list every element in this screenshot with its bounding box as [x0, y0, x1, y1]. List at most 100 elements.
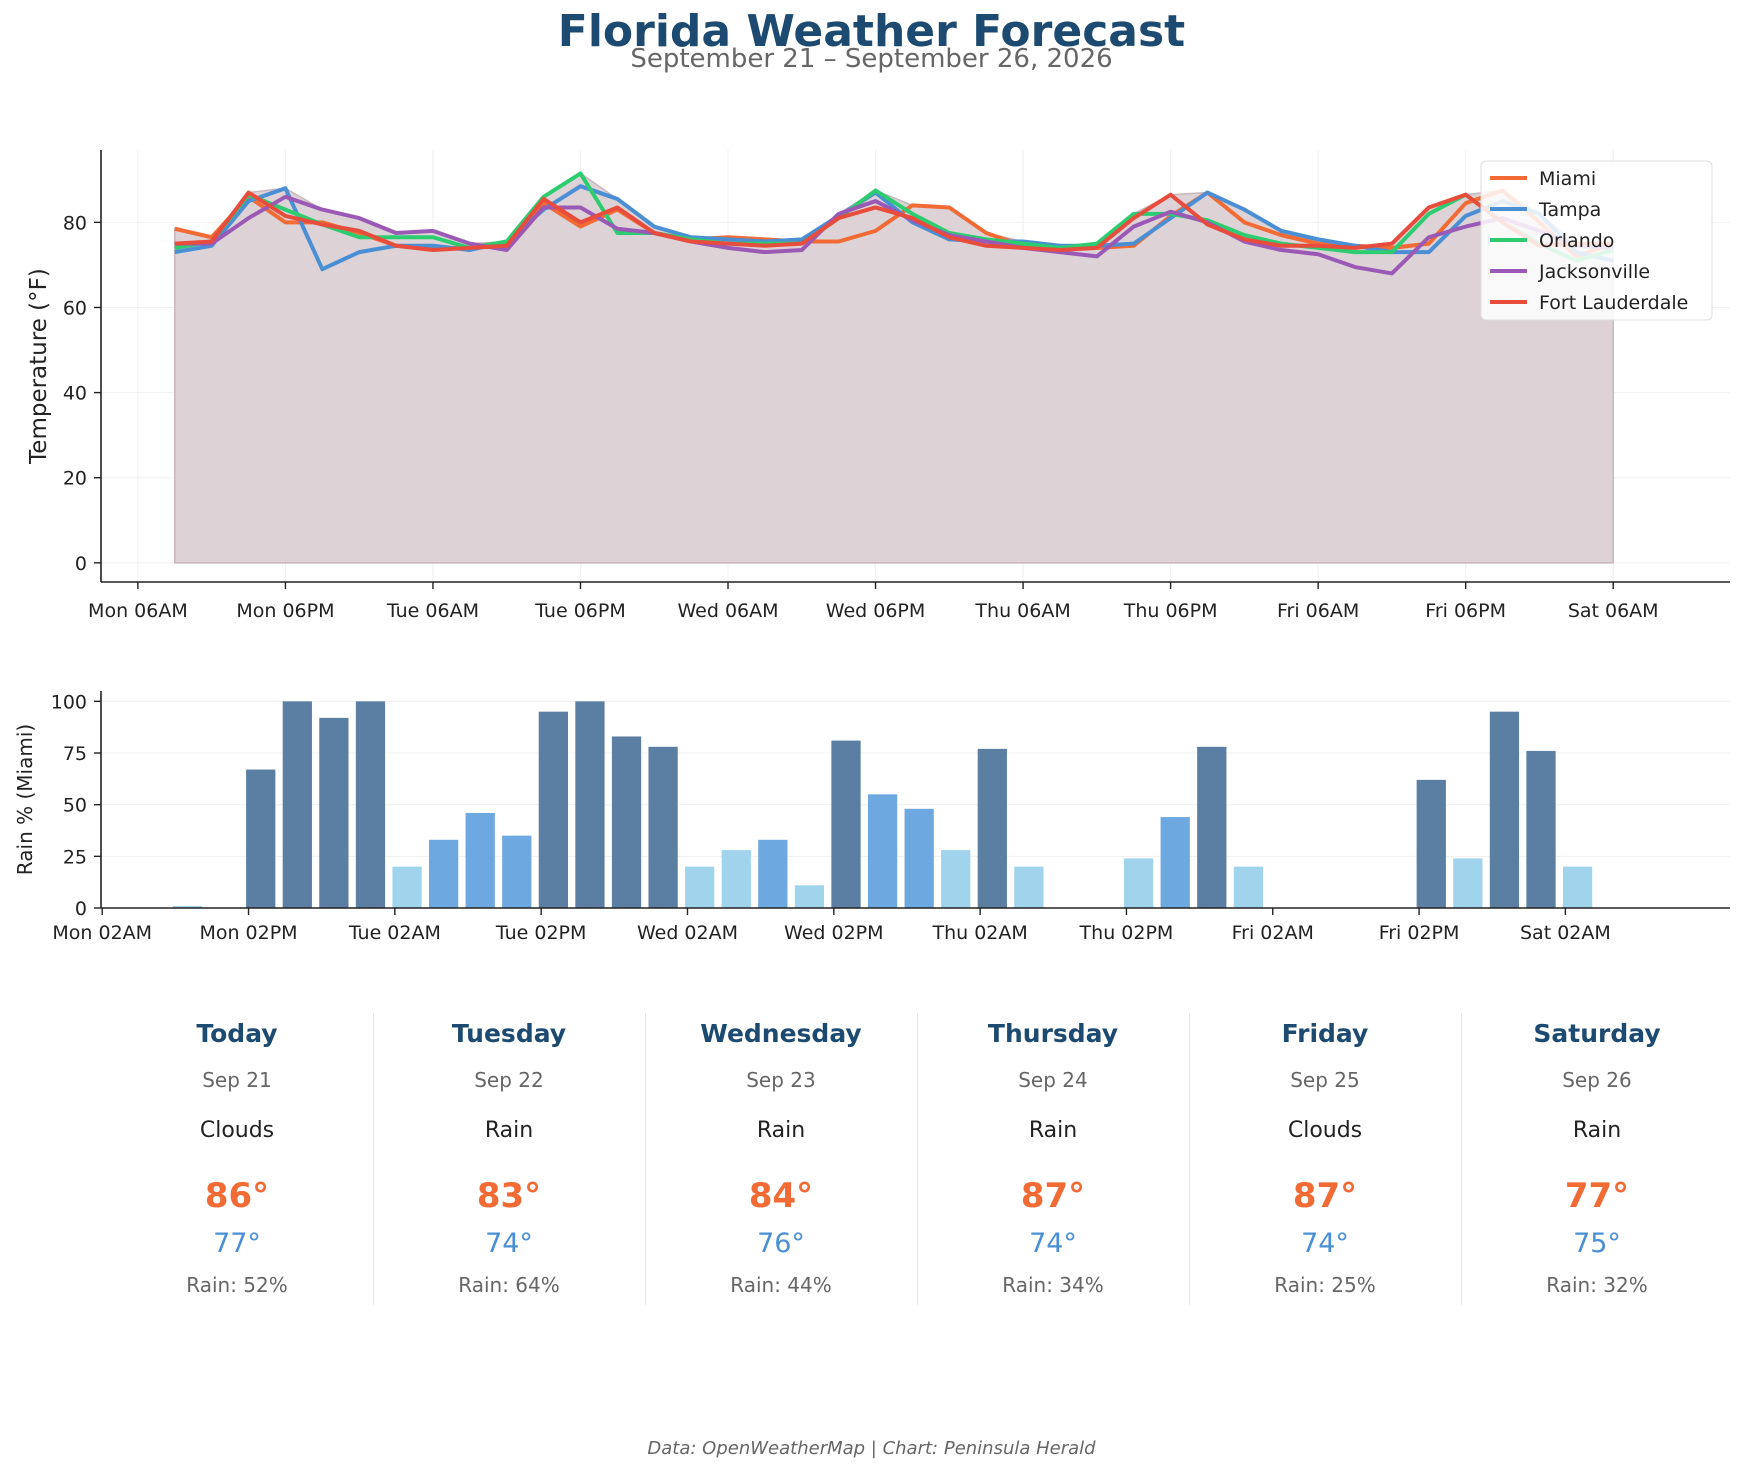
series-line-fort-lauderdale [174, 190, 1614, 253]
forecast-divider [1189, 1013, 1190, 1305]
x-tick-label: Thu 02PM [1079, 922, 1174, 944]
x-tick-label: Wed 06PM [826, 600, 926, 622]
rain-bar [1453, 858, 1483, 908]
forecast-day-name: Saturday [1533, 1019, 1661, 1048]
rain-bar [1562, 866, 1593, 908]
rain-bar [1124, 858, 1154, 908]
forecast-rain-chance: Rain: 25% [1274, 1273, 1376, 1297]
rain-bar [319, 717, 349, 908]
forecast-rain-chance: Rain: 52% [186, 1273, 288, 1297]
forecast-day-name: Today [196, 1019, 278, 1048]
forecast-condition: Rain [484, 1118, 534, 1143]
page-subtitle: September 21 – September 26, 2026 [630, 44, 1113, 74]
forecast-card: Friday Sep 25 Clouds 87° 74° Rain: 25% [1190, 1013, 1460, 1305]
forecast-condition: Rain [1572, 1118, 1622, 1143]
rain-bar [392, 866, 422, 908]
forecast-high-temp: 84° [748, 1176, 814, 1216]
rain-bar [867, 794, 898, 908]
rain-bar [648, 746, 678, 908]
x-tick-label: Wed 06AM [677, 600, 778, 622]
x-tick-label: Sat 02AM [1520, 922, 1611, 944]
forecast-card: Today Sep 21 Clouds 86° 77° Rain: 52% [102, 1013, 372, 1305]
forecast-date: Sep 21 [202, 1068, 272, 1092]
rain-bar [1233, 866, 1264, 908]
series-line-orlando [174, 171, 1614, 263]
y-tick-label: 75 [63, 743, 87, 765]
x-tick-label: Tue 02PM [495, 922, 587, 944]
rain-bar [721, 850, 751, 908]
forecast-low-temp: 74° [1301, 1228, 1349, 1259]
forecast-high-temp: 77° [1564, 1176, 1630, 1216]
rain-bar [538, 711, 568, 908]
forecast-condition: Rain [756, 1118, 806, 1143]
rain-bar [355, 701, 386, 908]
y-axis-label: Rain % (Miami) [13, 724, 37, 875]
temperature-chart: Mon 06AM Mon 06PM Tue 06AM Tue 06PM Wed 06AM… [26, 150, 1730, 622]
forecast-low-temp: 75° [1573, 1228, 1621, 1259]
forecast-rain-chance: Rain: 32% [1546, 1273, 1648, 1297]
forecast-day-name: Tuesday [451, 1019, 567, 1048]
forecast-rain-chance: Rain: 44% [730, 1273, 832, 1297]
forecast-divider [645, 1013, 646, 1305]
x-tick-label: Mon 02PM [199, 922, 297, 944]
rain-bar [611, 736, 642, 908]
forecast-date: Sep 24 [1018, 1068, 1088, 1092]
x-tick-label: Tue 02AM [348, 922, 441, 944]
rain-bar [794, 885, 825, 908]
forecast-card: Wednesday Sep 23 Rain 84° 76° Rain: 44% [646, 1013, 916, 1305]
forecast-rain-chance: Rain: 64% [458, 1273, 560, 1297]
x-tick-label: Fri 06PM [1425, 600, 1506, 622]
forecast-date: Sep 25 [1290, 1068, 1360, 1092]
forecast-panel: Today Sep 21 Clouds 86° 77° Rain: 52% Tuesday S… [102, 1013, 1661, 1305]
forecast-date: Sep 22 [474, 1068, 544, 1092]
x-tick-label: Fri 02PM [1379, 922, 1460, 944]
rain-bar [465, 812, 495, 908]
forecast-rain-chance: Rain: 34% [1002, 1273, 1104, 1297]
page-title: Florida Weather Forecast [557, 6, 1186, 57]
x-tick-label: Wed 02PM [784, 922, 884, 944]
forecast-condition: Rain [1028, 1118, 1078, 1143]
legend [1480, 160, 1713, 321]
rain-bar [1526, 750, 1556, 908]
y-axis-label: Temperature (°F) [26, 268, 52, 465]
y-tick-label: 100 [51, 691, 87, 713]
rain-chart: Mon 02AM Mon 02PM Tue 02AM Tue 02PM Wed 02AM… [13, 691, 1730, 944]
series-line-jacksonville [174, 194, 1614, 276]
y-tick-label: 20 [63, 468, 87, 490]
forecast-divider [917, 1013, 918, 1305]
forecast-high-temp: 87° [1020, 1176, 1086, 1216]
forecast-condition: Clouds [199, 1118, 275, 1143]
rain-bar [575, 701, 605, 908]
x-tick-label: Tue 06AM [386, 600, 479, 622]
rain-bar [246, 769, 276, 908]
forecast-day-name: Thursday [987, 1019, 1119, 1048]
legend-entry: Miami [1539, 168, 1596, 190]
forecast-divider [1461, 1013, 1462, 1305]
rain-bar [1489, 711, 1520, 908]
rain-bar [502, 835, 532, 908]
rain-bar [941, 850, 971, 908]
forecast-low-temp: 74° [485, 1228, 533, 1259]
y-tick-label: 80 [63, 212, 87, 234]
x-tick-label: Thu 06AM [974, 600, 1070, 622]
y-tick-label: 0 [75, 553, 87, 575]
y-tick-label: 40 [63, 383, 87, 405]
rain-bar [1197, 746, 1227, 908]
rain-bar [685, 866, 715, 908]
forecast-low-temp: 77° [213, 1228, 261, 1259]
rain-bar [282, 701, 312, 908]
forecast-high-temp: 86° [204, 1176, 270, 1216]
legend-entry: Orlando [1539, 230, 1614, 252]
rain-bar [172, 905, 203, 908]
x-tick-label: Fri 02AM [1232, 922, 1314, 944]
rain-bar [904, 808, 934, 908]
x-tick-label: Fri 06AM [1277, 600, 1359, 622]
rain-bar [831, 740, 861, 908]
footer-credit: Data: OpenWeatherMap | Chart: Peninsula … [647, 1438, 1096, 1459]
y-tick-label: 60 [63, 297, 87, 319]
rain-bar [977, 748, 1007, 908]
x-tick-label: Mon 06PM [236, 600, 334, 622]
forecast-divider [373, 1013, 374, 1305]
rain-bar [1160, 817, 1190, 908]
